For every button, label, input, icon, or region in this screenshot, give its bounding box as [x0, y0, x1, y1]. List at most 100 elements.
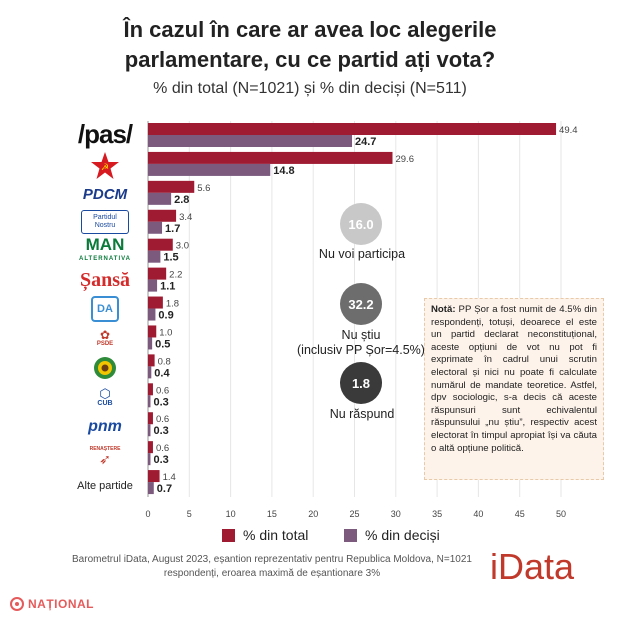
chart-title-line1: În cazul în care ar avea loc alegerile — [123, 17, 497, 42]
legend-total-swatch — [222, 528, 235, 542]
data-label-decisi: 0.4 — [154, 367, 170, 379]
x-tick-label: 45 — [515, 509, 525, 519]
bar-total — [148, 180, 195, 193]
data-label-decisi: 0.3 — [153, 454, 168, 466]
legend-decisi: % din deciși — [344, 527, 440, 543]
x-tick-label: 10 — [226, 509, 236, 519]
logo-pdcm: PDCM — [82, 185, 128, 203]
data-label-decisi: 0.7 — [157, 483, 172, 495]
bar-decisi — [148, 453, 151, 466]
data-label-total: 0.6 — [156, 443, 169, 454]
logo-partidul-nostru: Partidul Nostru — [70, 210, 140, 234]
logo-pas: /pas/ — [77, 118, 133, 149]
x-tick-label: 25 — [349, 509, 359, 519]
data-label-total: 1.0 — [159, 327, 172, 338]
bubble-label-nu-stiu: Nu știu — [341, 328, 381, 342]
bar-total — [148, 441, 153, 454]
national-logo-icon — [10, 597, 24, 611]
data-label-decisi: 1.1 — [160, 281, 175, 293]
bubble-nu-voi-participa: 16.0 — [340, 203, 382, 245]
x-tick-label: 5 — [187, 509, 192, 519]
data-label-total: 29.6 — [395, 154, 414, 165]
bar-total — [148, 412, 153, 425]
watermark-national: NAȚIONAL — [10, 597, 94, 611]
data-label-decisi: 1.5 — [163, 252, 178, 264]
bar-decisi — [148, 279, 158, 292]
data-label-total: 0.8 — [158, 356, 171, 367]
data-label-total: 3.0 — [176, 241, 189, 252]
data-label-total: 1.8 — [166, 299, 179, 310]
legend-total: % din total — [222, 527, 308, 543]
label-alte-partide: Alte partide — [77, 480, 133, 492]
data-label-decisi: 0.3 — [153, 396, 168, 408]
note-bold: Notă: — [431, 304, 456, 315]
data-label-decisi: 0.5 — [155, 338, 170, 350]
bubble-label-nu-stiu-note: (inclusiv PP Șor=4.5%) — [297, 343, 425, 357]
bar-decisi — [148, 135, 353, 147]
logo-sansa: Șansă — [79, 268, 131, 291]
bubble-label-nu-voi-participa: Nu voi participa — [318, 247, 406, 261]
bar-total — [148, 267, 167, 280]
x-tick-label: 0 — [145, 509, 150, 519]
bubble-nu-raspund: 1.8 — [340, 362, 382, 404]
bar-total — [148, 296, 163, 309]
data-label-decisi: 2.8 — [174, 194, 189, 206]
data-label-total: 0.6 — [156, 385, 169, 396]
rose-icon: ✿ — [99, 328, 111, 342]
bar-decisi — [148, 337, 153, 350]
bar-total — [148, 470, 160, 483]
bar-total — [148, 354, 155, 367]
bar-decisi — [148, 221, 163, 234]
logo-psde: ✿ PSDE — [96, 328, 114, 347]
bar-decisi — [148, 163, 271, 176]
bar-total — [148, 383, 153, 396]
bar-decisi — [148, 424, 151, 437]
data-label-decisi: 24.7 — [355, 136, 376, 148]
logo-da: DA — [70, 296, 140, 322]
bar-decisi — [148, 395, 151, 408]
bird-icon: ➶ — [99, 450, 111, 467]
logo-pcrm: ☭ — [70, 152, 140, 179]
logo-man: MAN ALTERNATIVA — [79, 235, 131, 262]
cube-icon: ⬡ — [99, 385, 111, 401]
bar-total — [148, 209, 177, 222]
logo-verzi — [70, 356, 140, 380]
bar-decisi — [148, 366, 152, 379]
x-tick-label: 30 — [391, 509, 401, 519]
x-tick-label: 15 — [267, 509, 277, 519]
bar-total — [148, 325, 157, 338]
svg-text:☭: ☭ — [101, 163, 109, 173]
x-tick-label: 35 — [432, 509, 442, 519]
data-label-decisi: 14.8 — [273, 165, 294, 177]
note-box: Notă: PP Șor a fost numit de 4.5% din re… — [424, 298, 604, 480]
data-label-decisi: 0.3 — [153, 425, 168, 437]
logo-pnm: pnm — [88, 418, 122, 435]
note-text: PP Șor a fost numit de 4.5% din responde… — [431, 304, 597, 454]
legend-decisi-swatch — [344, 528, 357, 542]
bubble-nu-stiu: 32.2 — [340, 283, 382, 325]
brand-logo: iData — [490, 546, 575, 587]
data-label-total: 2.2 — [169, 270, 182, 281]
data-label-total: 0.6 — [156, 414, 169, 425]
chart-title-line2: parlamentare, cu ce partid ați vota? — [124, 47, 496, 72]
bar-decisi — [148, 482, 154, 495]
x-tick-label: 50 — [556, 509, 566, 519]
x-tick-label: 20 — [308, 509, 318, 519]
bar-total — [148, 238, 173, 251]
logo-cub: ⬡ CUB — [97, 385, 113, 407]
data-label-total: 3.4 — [179, 212, 192, 223]
data-label-total: 5.6 — [197, 183, 210, 194]
bar-decisi — [148, 308, 156, 321]
footer-source: Barometrul iData, August 2023, eșantion … — [72, 554, 472, 579]
logo-renastere: RENAȘTERE ➶ — [89, 445, 121, 467]
x-tick-label: 40 — [473, 509, 483, 519]
bar-decisi — [148, 192, 172, 205]
star-hammer-sickle-icon: ☭ — [91, 152, 119, 179]
data-label-decisi: 0.9 — [158, 310, 173, 322]
data-label-total: 49.4 — [559, 125, 578, 136]
bar-total — [148, 123, 557, 135]
bar-decisi — [148, 250, 161, 263]
sunflower-icon — [94, 357, 116, 379]
chart-subtitle: % din total (N=1021) și % din deciși (N=… — [153, 80, 467, 97]
